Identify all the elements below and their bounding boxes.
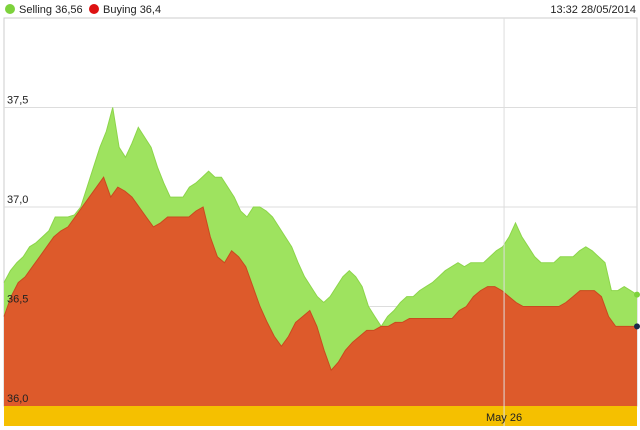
chart-timestamp: 13:32 28/05/2014 <box>550 4 636 16</box>
legend: Selling 36,56 Buying 36,4 13:32 28/05/20… <box>5 4 636 16</box>
series-area-buying <box>4 177 637 406</box>
time-axis-bar <box>4 406 637 426</box>
y-tick-label: 37,0 <box>7 194 28 206</box>
series-endpoint-selling <box>634 291 640 298</box>
series-line-buying <box>3 176 637 372</box>
legend-selling-label: Selling 36,56 <box>19 4 83 16</box>
y-tick-label: 36,0 <box>7 393 28 405</box>
x-axis-label: May 26 <box>486 412 522 424</box>
series-endpoint-buying <box>634 323 640 330</box>
y-tick-label: 36,5 <box>7 294 28 306</box>
series-endpoints <box>634 291 640 330</box>
series-line-selling <box>3 107 638 328</box>
legend-selling-marker <box>5 4 15 14</box>
series-areas <box>3 107 638 406</box>
y-axis-labels: 36,0 36,5 37,0 37,5 <box>7 95 28 405</box>
legend-buying-label: Buying 36,4 <box>103 4 161 16</box>
y-tick-label: 37,5 <box>7 95 28 107</box>
legend-buying-marker <box>89 4 99 14</box>
